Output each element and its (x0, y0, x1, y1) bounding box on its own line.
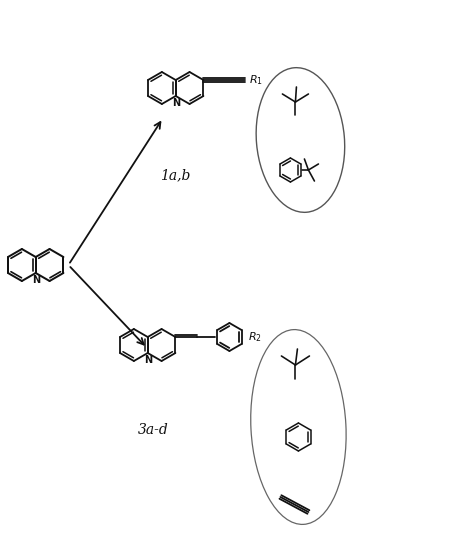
Text: N: N (172, 98, 180, 108)
Text: 1a,b: 1a,b (161, 168, 191, 182)
Text: R$_1$: R$_1$ (249, 73, 264, 87)
Text: R$_2$: R$_2$ (248, 330, 263, 344)
Text: N: N (32, 275, 40, 285)
Text: N: N (144, 355, 152, 365)
Text: 3a-d: 3a-d (137, 423, 168, 437)
